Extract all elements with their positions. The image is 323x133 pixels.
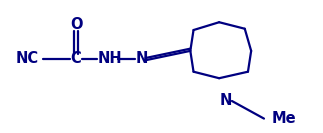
Text: N: N — [219, 93, 232, 108]
Text: Me: Me — [272, 111, 297, 126]
Text: NH: NH — [98, 51, 122, 66]
Text: N: N — [135, 51, 148, 66]
Text: NC: NC — [16, 51, 39, 66]
Text: C: C — [70, 51, 81, 66]
Text: O: O — [70, 17, 83, 32]
